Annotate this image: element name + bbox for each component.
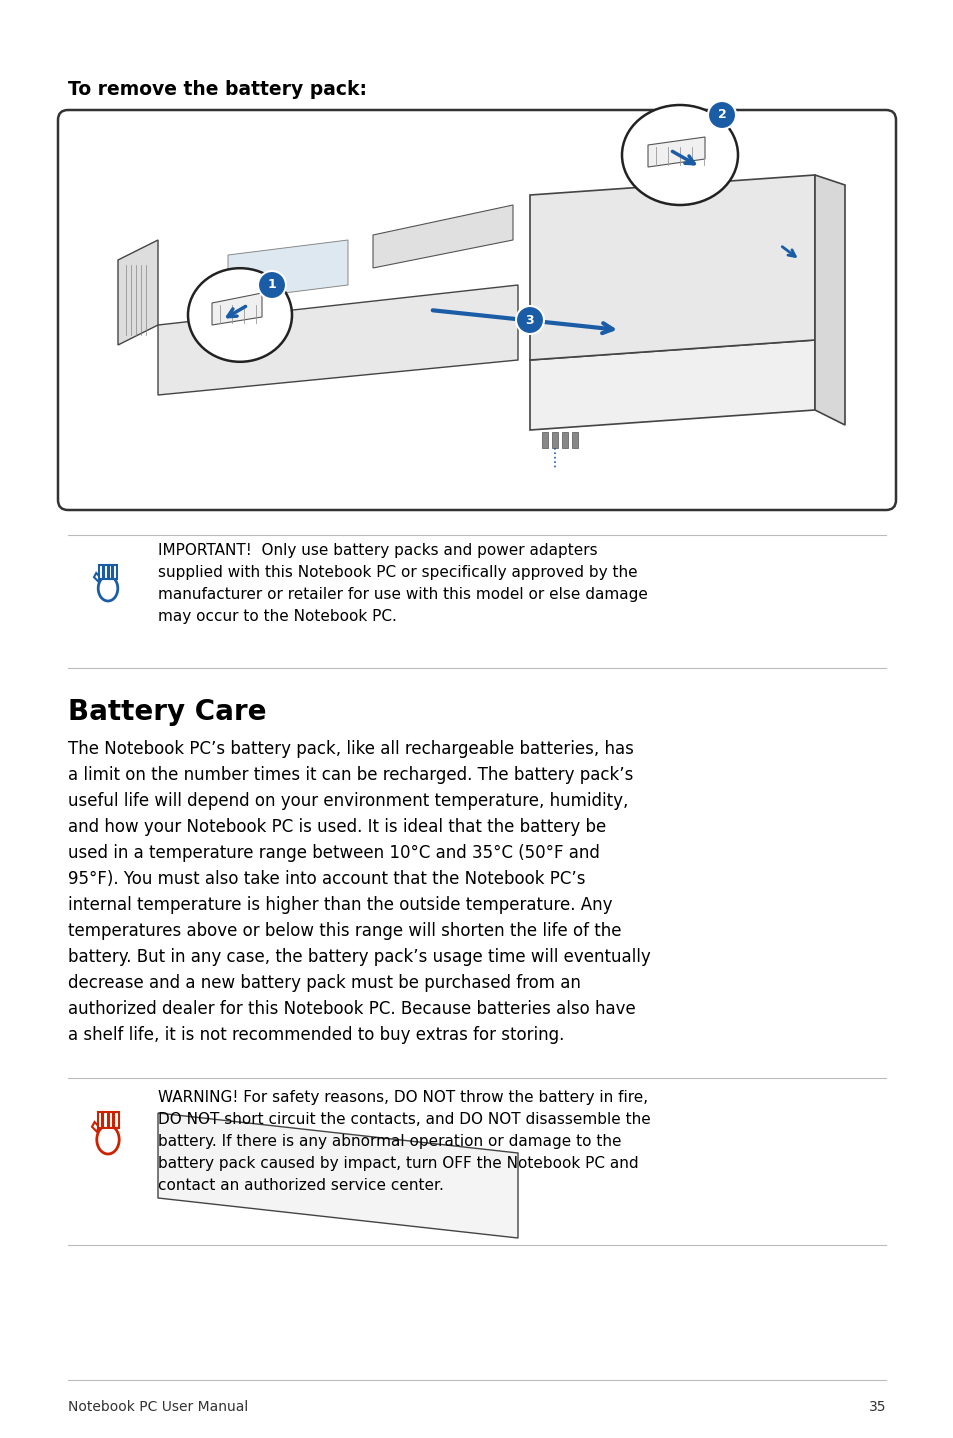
Polygon shape	[109, 565, 112, 578]
Text: used in a temperature range between 10°C and 35°C (50°F and: used in a temperature range between 10°C…	[68, 844, 599, 861]
Text: manufacturer or retailer for use with this model or else damage: manufacturer or retailer for use with th…	[158, 587, 647, 603]
Text: To remove the battery pack:: To remove the battery pack:	[68, 81, 367, 99]
Polygon shape	[118, 240, 158, 345]
Circle shape	[516, 306, 543, 334]
Text: WARNING! For safety reasons, DO NOT throw the battery in fire,: WARNING! For safety reasons, DO NOT thro…	[158, 1090, 647, 1104]
Text: authorized dealer for this Notebook PC. Because batteries also have: authorized dealer for this Notebook PC. …	[68, 999, 635, 1018]
Text: a limit on the number times it can be recharged. The battery pack’s: a limit on the number times it can be re…	[68, 766, 633, 784]
Circle shape	[707, 101, 735, 129]
Polygon shape	[572, 431, 578, 449]
Text: 3: 3	[525, 313, 534, 326]
Text: a shelf life, it is not recommended to buy extras for storing.: a shelf life, it is not recommended to b…	[68, 1025, 564, 1044]
Text: The Notebook PC’s battery pack, like all rechargeable batteries, has: The Notebook PC’s battery pack, like all…	[68, 741, 633, 758]
Polygon shape	[541, 431, 547, 449]
Polygon shape	[212, 293, 262, 325]
Text: useful life will depend on your environment temperature, humidity,: useful life will depend on your environm…	[68, 792, 628, 810]
Text: Notebook PC User Manual: Notebook PC User Manual	[68, 1401, 248, 1414]
Polygon shape	[113, 565, 117, 578]
Text: 35: 35	[867, 1401, 885, 1414]
Text: DO NOT short circuit the contacts, and DO NOT disassemble the: DO NOT short circuit the contacts, and D…	[158, 1112, 650, 1127]
Text: temperatures above or below this range will shorten the life of the: temperatures above or below this range w…	[68, 922, 620, 940]
Text: 95°F). You must also take into account that the Notebook PC’s: 95°F). You must also take into account t…	[68, 870, 585, 889]
Polygon shape	[530, 339, 814, 430]
Polygon shape	[99, 565, 103, 578]
Polygon shape	[158, 285, 517, 395]
Text: Battery Care: Battery Care	[68, 697, 266, 726]
FancyBboxPatch shape	[58, 109, 895, 510]
Polygon shape	[530, 175, 814, 360]
Polygon shape	[647, 137, 704, 167]
Polygon shape	[109, 1113, 113, 1129]
Polygon shape	[97, 1113, 102, 1129]
Polygon shape	[228, 240, 348, 301]
Polygon shape	[91, 1122, 99, 1132]
Polygon shape	[104, 565, 108, 578]
Polygon shape	[561, 431, 567, 449]
Text: battery. But in any case, the battery pack’s usage time will eventually: battery. But in any case, the battery pa…	[68, 948, 650, 966]
Ellipse shape	[96, 1125, 119, 1155]
Text: contact an authorized service center.: contact an authorized service center.	[158, 1178, 443, 1194]
Text: internal temperature is higher than the outside temperature. Any: internal temperature is higher than the …	[68, 896, 612, 915]
Polygon shape	[158, 1113, 517, 1238]
Polygon shape	[814, 175, 844, 426]
Text: battery. If there is any abnormal operation or damage to the: battery. If there is any abnormal operat…	[158, 1135, 620, 1149]
Ellipse shape	[188, 269, 292, 362]
Text: decrease and a new battery pack must be purchased from an: decrease and a new battery pack must be …	[68, 974, 580, 992]
Polygon shape	[103, 1113, 108, 1129]
Text: 2: 2	[717, 108, 725, 121]
Text: may occur to the Notebook PC.: may occur to the Notebook PC.	[158, 610, 396, 624]
Text: IMPORTANT!  Only use battery packs and power adapters: IMPORTANT! Only use battery packs and po…	[158, 544, 597, 558]
Circle shape	[257, 270, 286, 299]
Polygon shape	[552, 431, 558, 449]
Text: supplied with this Notebook PC or specifically approved by the: supplied with this Notebook PC or specif…	[158, 565, 637, 580]
Text: battery pack caused by impact, turn OFF the Notebook PC and: battery pack caused by impact, turn OFF …	[158, 1156, 638, 1171]
Ellipse shape	[98, 575, 117, 601]
Ellipse shape	[621, 105, 738, 206]
Text: and how your Notebook PC is used. It is ideal that the battery be: and how your Notebook PC is used. It is …	[68, 818, 605, 835]
Polygon shape	[94, 572, 100, 581]
Polygon shape	[114, 1113, 118, 1129]
Text: 1: 1	[268, 279, 276, 292]
Polygon shape	[373, 206, 513, 267]
